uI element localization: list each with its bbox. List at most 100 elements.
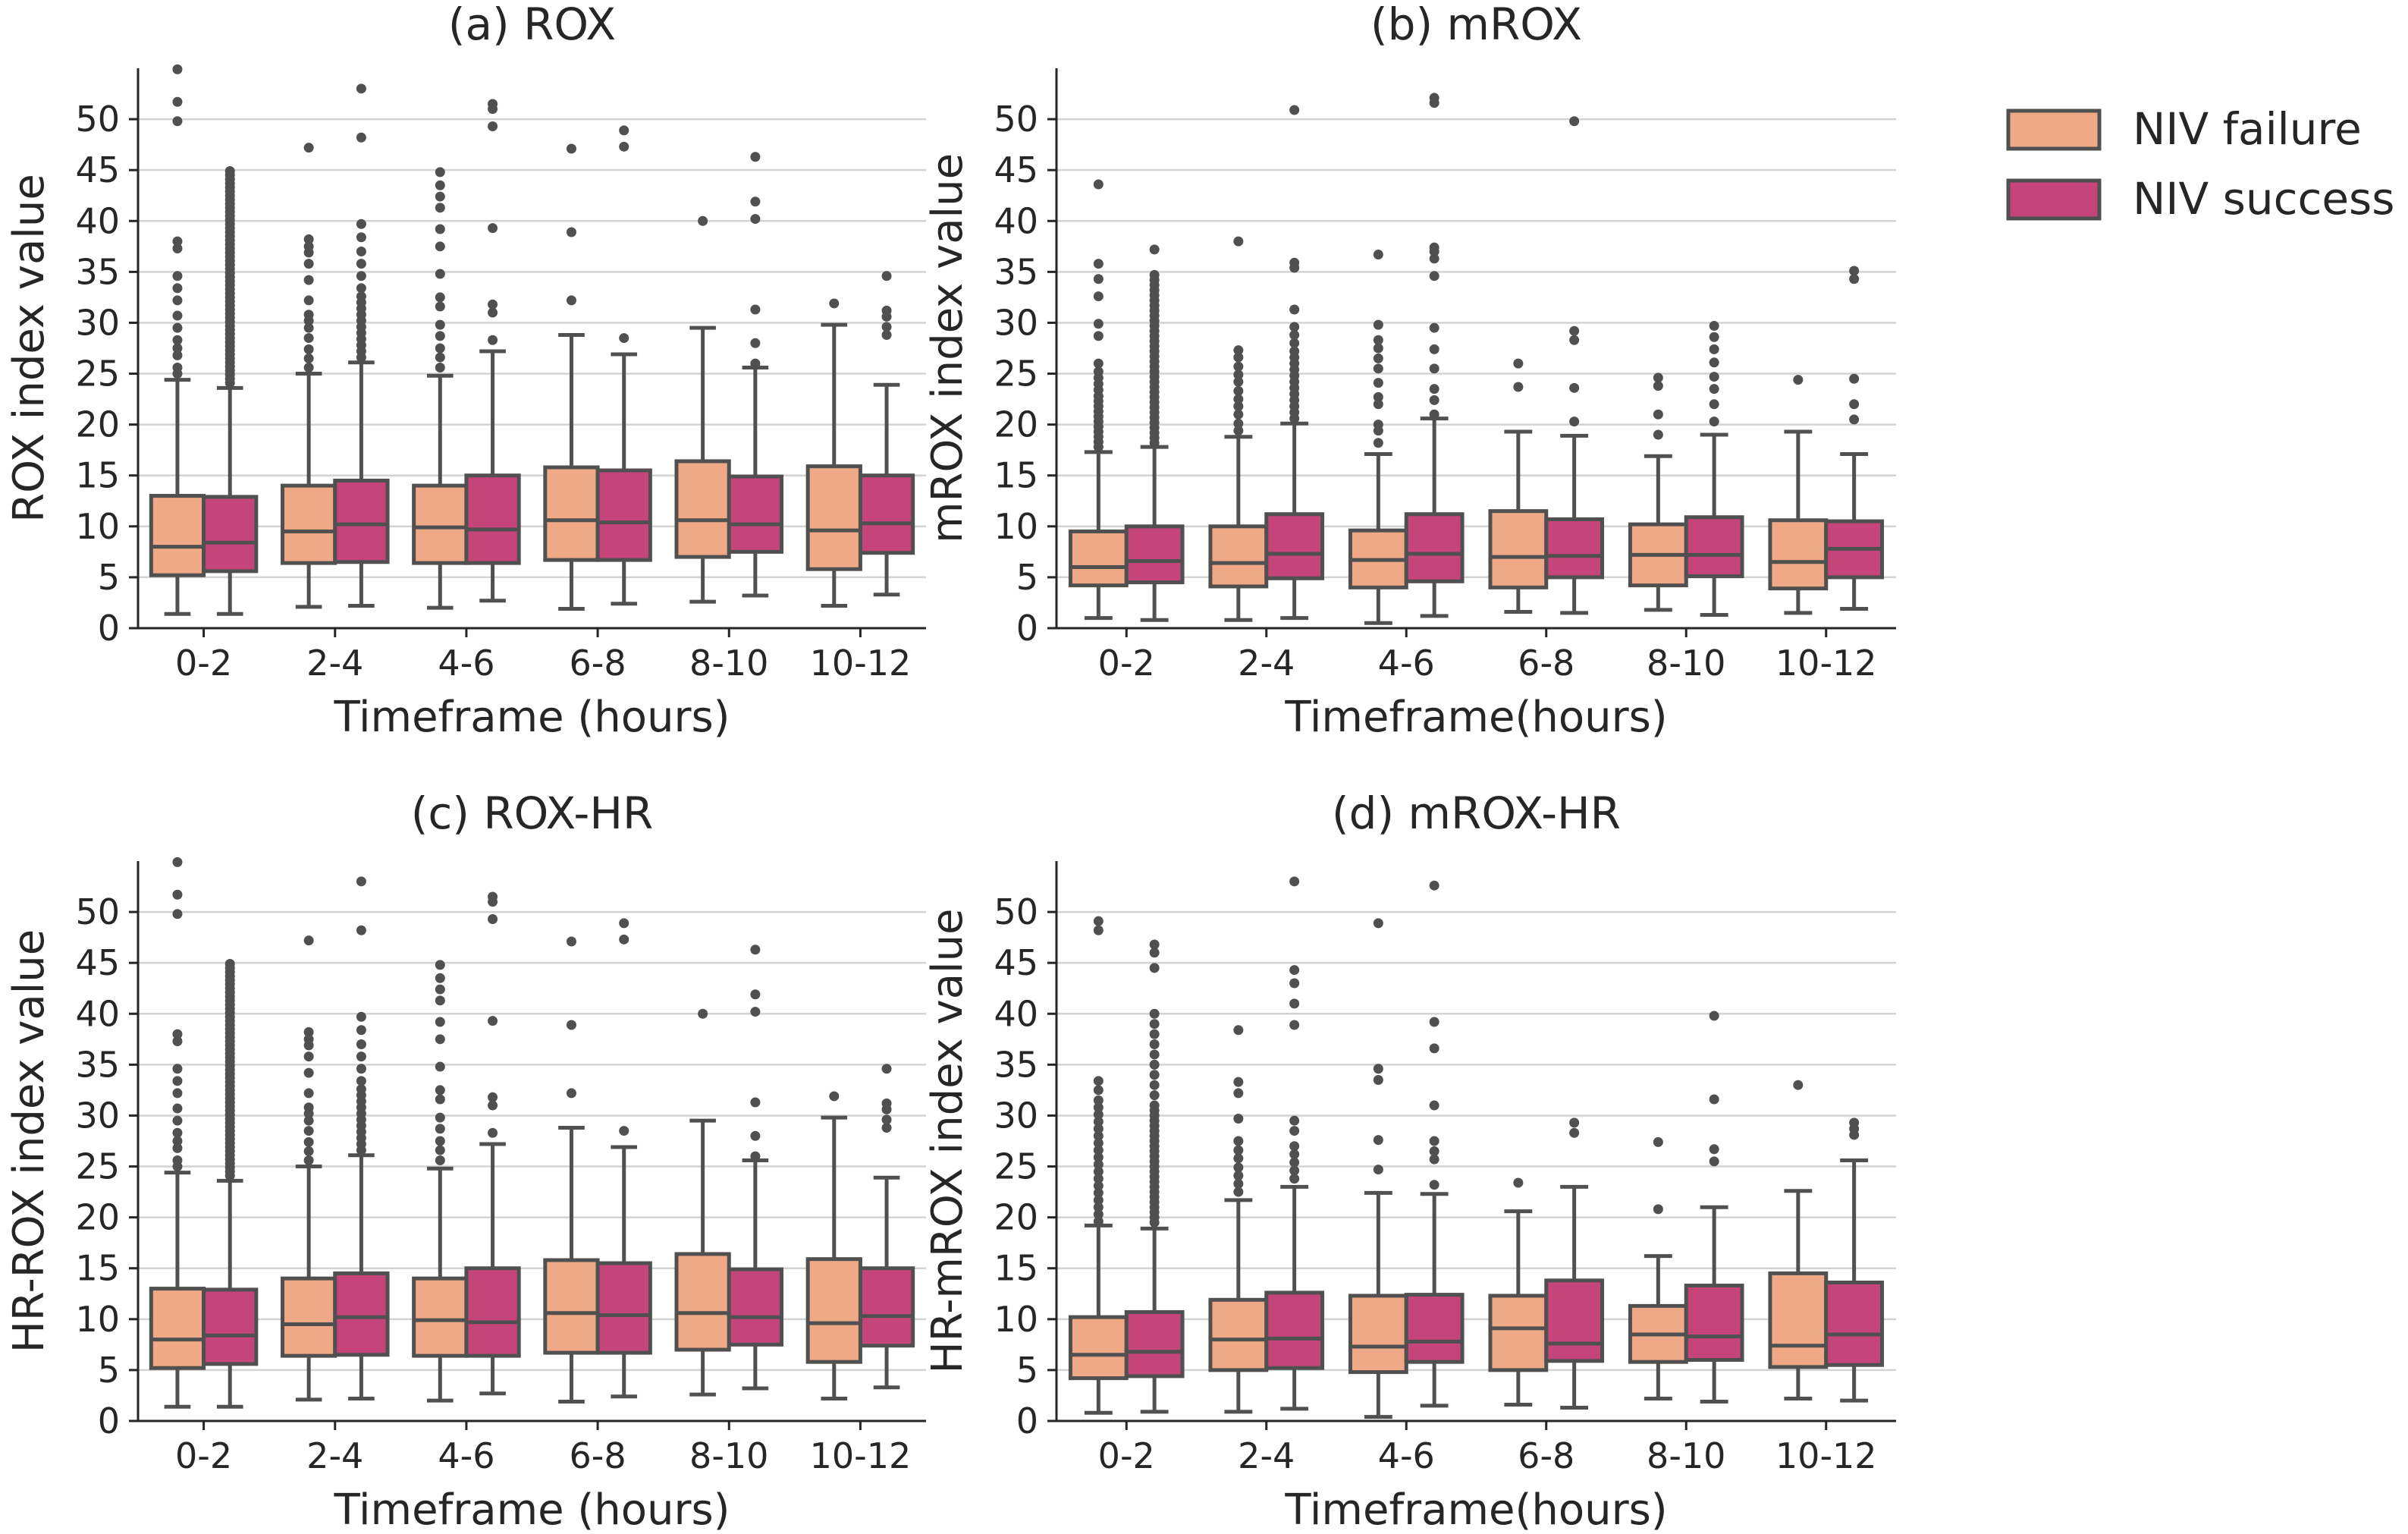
outlier-point[interactable] bbox=[881, 1123, 892, 1133]
box-niv-success[interactable] bbox=[1124, 1309, 1185, 1378]
outlier-point[interactable] bbox=[1289, 998, 1300, 1009]
outlier-point[interactable] bbox=[1233, 401, 1244, 411]
outlier-point[interactable] bbox=[435, 984, 445, 995]
legend-swatch-niv-failure[interactable] bbox=[2006, 108, 2102, 151]
box-niv-success[interactable] bbox=[202, 1287, 259, 1366]
outlier-point[interactable] bbox=[303, 1088, 314, 1099]
box-niv-success[interactable] bbox=[1264, 1290, 1325, 1370]
outlier-point[interactable] bbox=[1093, 1076, 1104, 1086]
outlier-point[interactable] bbox=[1093, 1159, 1104, 1170]
outlier-point[interactable] bbox=[1233, 1187, 1244, 1197]
outlier-point[interactable] bbox=[1233, 352, 1244, 363]
outlier-point[interactable] bbox=[1149, 1008, 1160, 1019]
box-niv-success[interactable] bbox=[1684, 515, 1744, 579]
box-niv-success[interactable] bbox=[1684, 1284, 1744, 1362]
outlier-point[interactable] bbox=[1289, 1165, 1300, 1176]
outlier-point[interactable] bbox=[1149, 939, 1160, 950]
outlier-point[interactable] bbox=[881, 1114, 892, 1125]
box-niv-success[interactable] bbox=[595, 1261, 652, 1355]
outlier-point[interactable] bbox=[488, 1127, 498, 1138]
outlier-point[interactable] bbox=[303, 344, 314, 354]
outlier-point[interactable] bbox=[1653, 429, 1663, 440]
outlier-point[interactable] bbox=[619, 125, 629, 136]
outlier-point[interactable] bbox=[750, 152, 761, 162]
outlier-point[interactable] bbox=[356, 1064, 366, 1074]
outlier-point[interactable] bbox=[1289, 304, 1300, 315]
outlier-point[interactable] bbox=[1233, 236, 1244, 247]
outlier-point[interactable] bbox=[172, 271, 183, 281]
outlier-point[interactable] bbox=[356, 291, 366, 302]
outlier-point[interactable] bbox=[1429, 880, 1439, 891]
outlier-point[interactable] bbox=[881, 271, 892, 281]
outlier-point[interactable] bbox=[1093, 291, 1104, 302]
outlier-point[interactable] bbox=[172, 64, 183, 74]
outlier-point[interactable] bbox=[1093, 1102, 1104, 1113]
outlier-point[interactable] bbox=[356, 1039, 366, 1050]
outlier-point[interactable] bbox=[750, 1151, 761, 1162]
outlier-point[interactable] bbox=[1429, 1154, 1439, 1165]
outlier-point[interactable] bbox=[1149, 1019, 1160, 1029]
outlier-point[interactable] bbox=[435, 995, 445, 1006]
outlier-point[interactable] bbox=[172, 283, 183, 294]
outlier-point[interactable] bbox=[1373, 420, 1383, 430]
outlier-point[interactable] bbox=[1093, 925, 1104, 935]
outlier-point[interactable] bbox=[1093, 916, 1104, 926]
box-niv-failure[interactable] bbox=[1768, 518, 1829, 591]
outlier-point[interactable] bbox=[303, 322, 314, 333]
outlier-point[interactable] bbox=[435, 973, 445, 983]
box-niv-success[interactable] bbox=[464, 473, 521, 565]
box-niv-success[interactable] bbox=[1544, 1278, 1605, 1363]
outlier-point[interactable] bbox=[435, 1155, 445, 1165]
outlier-point[interactable] bbox=[435, 960, 445, 970]
outlier-point[interactable] bbox=[172, 116, 183, 127]
outlier-point[interactable] bbox=[1289, 105, 1300, 115]
outlier-point[interactable] bbox=[1233, 1025, 1244, 1036]
outlier-point[interactable] bbox=[303, 275, 314, 285]
outlier-point[interactable] bbox=[1093, 1209, 1104, 1220]
box-niv-failure[interactable] bbox=[1068, 1315, 1129, 1381]
outlier-point[interactable] bbox=[1093, 1145, 1104, 1155]
box-niv-success[interactable] bbox=[333, 478, 390, 564]
outlier-point[interactable] bbox=[1289, 322, 1300, 332]
outlier-point[interactable] bbox=[750, 358, 761, 369]
outlier-point[interactable] bbox=[435, 167, 445, 178]
outlier-point[interactable] bbox=[488, 335, 498, 345]
outlier-point[interactable] bbox=[1149, 1059, 1160, 1070]
box-niv-failure[interactable] bbox=[149, 1287, 206, 1370]
outlier-point[interactable] bbox=[303, 333, 314, 344]
legend-swatch-niv-success[interactable] bbox=[2006, 178, 2102, 221]
outlier-point[interactable] bbox=[1289, 1020, 1300, 1030]
outlier-point[interactable] bbox=[1289, 1149, 1300, 1159]
outlier-point[interactable] bbox=[356, 925, 366, 935]
outlier-point[interactable] bbox=[435, 269, 445, 279]
outlier-point[interactable] bbox=[881, 1064, 892, 1074]
outlier-point[interactable] bbox=[172, 310, 183, 321]
outlier-point[interactable] bbox=[172, 1127, 183, 1138]
outlier-point[interactable] bbox=[1289, 330, 1300, 341]
outlier-point[interactable] bbox=[1709, 332, 1719, 342]
outlier-point[interactable] bbox=[1093, 1117, 1104, 1127]
box-niv-failure[interactable] bbox=[674, 1252, 731, 1352]
outlier-point[interactable] bbox=[619, 141, 629, 152]
outlier-point[interactable] bbox=[750, 196, 761, 207]
outlier-point[interactable] bbox=[303, 234, 314, 244]
outlier-point[interactable] bbox=[172, 322, 183, 333]
outlier-point[interactable] bbox=[1233, 1077, 1244, 1087]
outlier-point[interactable] bbox=[881, 305, 892, 316]
box-niv-success[interactable] bbox=[464, 1266, 521, 1358]
outlier-point[interactable] bbox=[1709, 399, 1719, 410]
outlier-point[interactable] bbox=[1093, 1202, 1104, 1212]
outlier-point[interactable] bbox=[488, 1100, 498, 1111]
outlier-point[interactable] bbox=[1233, 409, 1244, 420]
box-niv-success[interactable] bbox=[858, 1266, 915, 1348]
outlier-point[interactable] bbox=[1093, 1195, 1104, 1206]
outlier-point[interactable] bbox=[172, 1029, 183, 1039]
outlier-point[interactable] bbox=[1289, 978, 1300, 989]
outlier-point[interactable] bbox=[1289, 965, 1300, 976]
outlier-point[interactable] bbox=[750, 989, 761, 1000]
outlier-point[interactable] bbox=[1289, 1174, 1300, 1184]
outlier-point[interactable] bbox=[172, 335, 183, 345]
outlier-point[interactable] bbox=[1373, 1135, 1383, 1146]
outlier-point[interactable] bbox=[1289, 1141, 1300, 1152]
box-niv-failure[interactable] bbox=[280, 1276, 337, 1358]
